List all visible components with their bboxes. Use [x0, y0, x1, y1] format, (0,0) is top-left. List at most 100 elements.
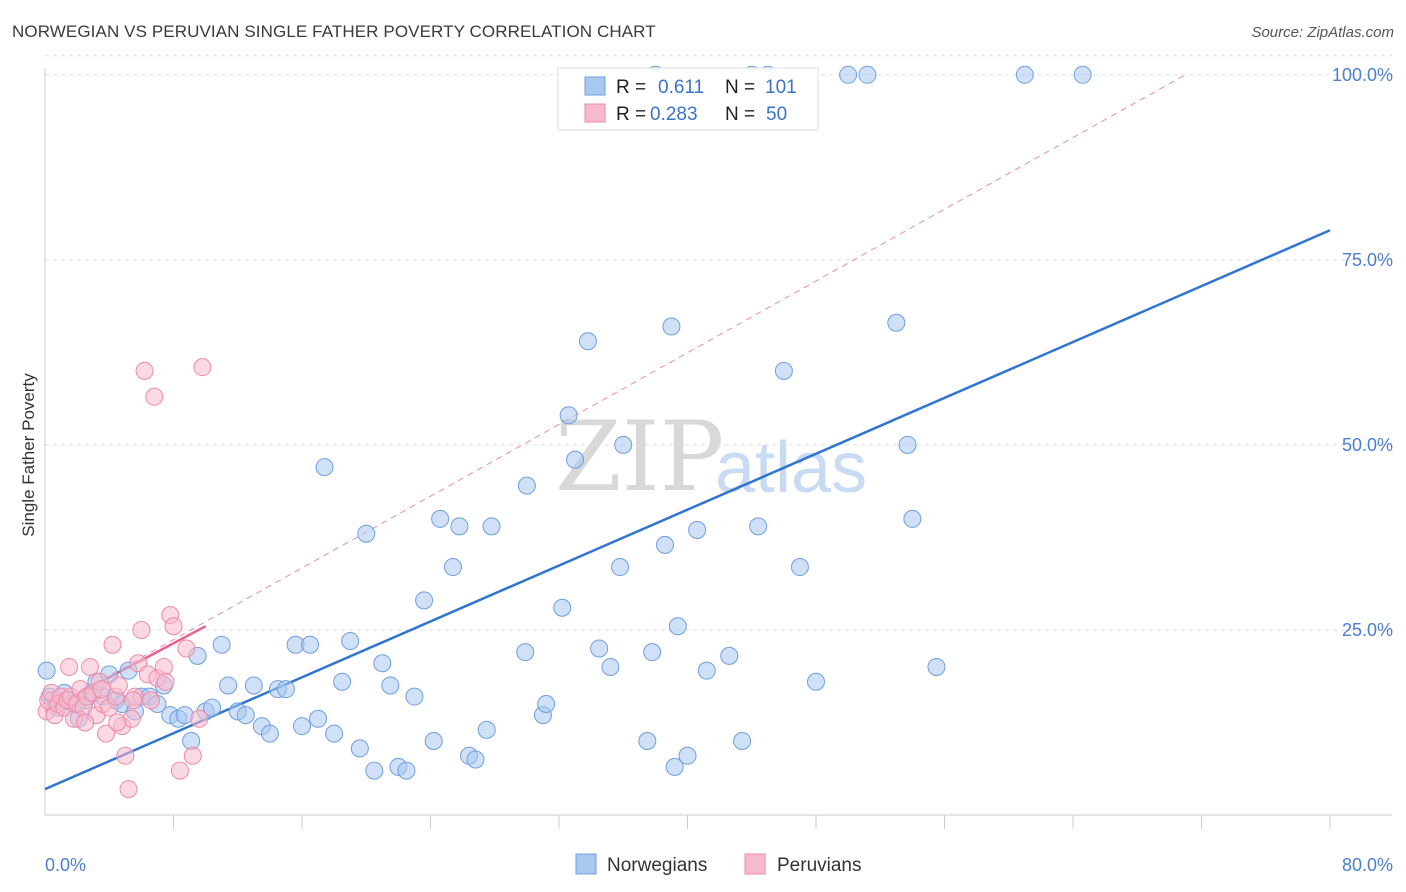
- norwegian-point: [333, 672, 352, 691]
- y-tick-labels: 25.0% 50.0% 75.0% 100.0%: [1332, 65, 1393, 640]
- norwegian-point: [373, 654, 392, 673]
- norwegian-point: [839, 65, 858, 84]
- norwegian-trend-line: [44, 229, 1331, 791]
- norwegian-point: [260, 724, 279, 743]
- norwegian-point: [553, 598, 572, 617]
- norwegian-point: [566, 450, 585, 469]
- norwegian-point: [790, 558, 809, 577]
- peruvian-point: [116, 746, 135, 765]
- data-points: [37, 65, 1092, 799]
- legend-peruvian-n-label: N =: [725, 104, 755, 125]
- legend-norwegian-swatch: [584, 76, 606, 96]
- bottom-legend-norwegians: Norwegians: [607, 855, 707, 876]
- norwegian-point: [203, 698, 222, 717]
- peruvian-point: [92, 680, 111, 699]
- peruvian-point: [103, 635, 122, 654]
- norwegian-point: [898, 435, 917, 454]
- legend-peruvian-r-label: R =: [616, 104, 646, 125]
- norwegian-point: [590, 639, 609, 658]
- norwegian-point: [774, 361, 793, 380]
- norwegian-point: [697, 661, 716, 680]
- norwegian-point: [678, 746, 697, 765]
- norwegian-point: [517, 476, 536, 495]
- norwegian-point: [415, 591, 434, 610]
- legend-norwegian-n-label: N =: [725, 77, 755, 98]
- peruvian-point: [190, 709, 209, 728]
- norwegian-point: [1073, 65, 1092, 84]
- norwegian-point: [315, 458, 334, 477]
- norwegian-point: [381, 676, 400, 695]
- norwegian-point: [614, 435, 633, 454]
- peruvian-point: [132, 620, 151, 639]
- norwegian-point: [903, 509, 922, 528]
- norwegian-point: [293, 717, 311, 736]
- norwegian-point: [601, 657, 620, 676]
- norwegian-point: [559, 406, 578, 425]
- legend-peruvian-r-value: 0.283: [650, 104, 698, 125]
- y-tick-label: 50.0%: [1342, 435, 1393, 455]
- legend-norwegian-r-value: 0.611: [658, 77, 704, 98]
- y-tick-label: 75.0%: [1342, 250, 1393, 270]
- norwegian-point: [477, 720, 496, 739]
- y-tick-label: 100.0%: [1332, 65, 1393, 85]
- norwegian-point: [236, 706, 255, 725]
- peruvian-point: [183, 746, 202, 765]
- norwegian-point: [276, 680, 295, 699]
- norwegian-point: [807, 672, 825, 691]
- chart-source: Source: ZipAtlas.com: [1251, 24, 1394, 41]
- norwegian-point: [350, 739, 369, 758]
- peruvian-point: [142, 691, 161, 710]
- norwegian-point: [450, 517, 469, 536]
- x-tick-label: 0.0%: [45, 855, 86, 875]
- legend-peruvian-n-value: 50: [766, 104, 787, 125]
- norwegian-point: [578, 332, 597, 351]
- chart-title: NORWEGIAN VS PERUVIAN SINGLE FATHER POVE…: [12, 22, 656, 41]
- norwegian-point: [927, 657, 946, 676]
- norwegian-point: [357, 524, 376, 543]
- norwegian-point: [887, 313, 906, 332]
- watermark-atlas: atlas: [715, 428, 867, 508]
- peruvian-point: [97, 724, 116, 743]
- x-tick-label: 80.0%: [1342, 855, 1393, 875]
- peruvian-point: [108, 713, 127, 732]
- norwegian-point: [219, 676, 238, 695]
- bottom-legend-peruvians: Peruvians: [777, 855, 862, 876]
- norwegian-point: [443, 558, 462, 577]
- norwegian-point: [611, 558, 630, 577]
- norwegian-point: [656, 535, 675, 554]
- bottom-legend-norwegian-swatch: [575, 853, 597, 875]
- norwegian-point: [341, 632, 360, 651]
- peruvian-point: [164, 617, 183, 636]
- norwegian-point: [1015, 65, 1034, 84]
- norwegian-point: [643, 643, 662, 662]
- norwegian-point: [662, 317, 681, 336]
- peruvian-point: [80, 657, 99, 676]
- norwegian-point: [516, 643, 535, 662]
- bottom-legend-peruvian-swatch: [744, 853, 766, 875]
- correlation-legend: R = 0.611 N = 101 R = 0.283 N = 50: [557, 67, 819, 131]
- norwegian-point: [309, 709, 328, 728]
- legend-peruvian-swatch: [584, 103, 606, 123]
- peruvian-point: [76, 713, 95, 732]
- y-tick-label: 25.0%: [1342, 620, 1393, 640]
- norwegian-point: [212, 635, 231, 654]
- peruvian-point: [109, 676, 128, 695]
- norwegian-point: [482, 517, 501, 536]
- norwegian-point: [37, 661, 56, 680]
- x-tick-labels: 0.0% 80.0%: [45, 855, 1393, 875]
- legend-norwegian-r-label: R =: [616, 77, 646, 98]
- peruvian-point: [124, 691, 143, 710]
- peruvian-point: [119, 780, 138, 799]
- norwegian-point: [733, 731, 752, 750]
- norwegian-point: [665, 757, 684, 776]
- gridlines: [45, 55, 1392, 631]
- peruvian-point: [170, 761, 189, 780]
- peruvian-point: [177, 639, 196, 658]
- series-legend: Norwegians Peruvians: [575, 853, 862, 876]
- norwegian-point: [424, 731, 443, 750]
- norwegian-point: [537, 694, 556, 713]
- norwegian-point: [688, 521, 707, 540]
- norwegian-point: [720, 646, 739, 665]
- norwegian-point: [749, 517, 768, 536]
- norwegian-point: [301, 635, 320, 654]
